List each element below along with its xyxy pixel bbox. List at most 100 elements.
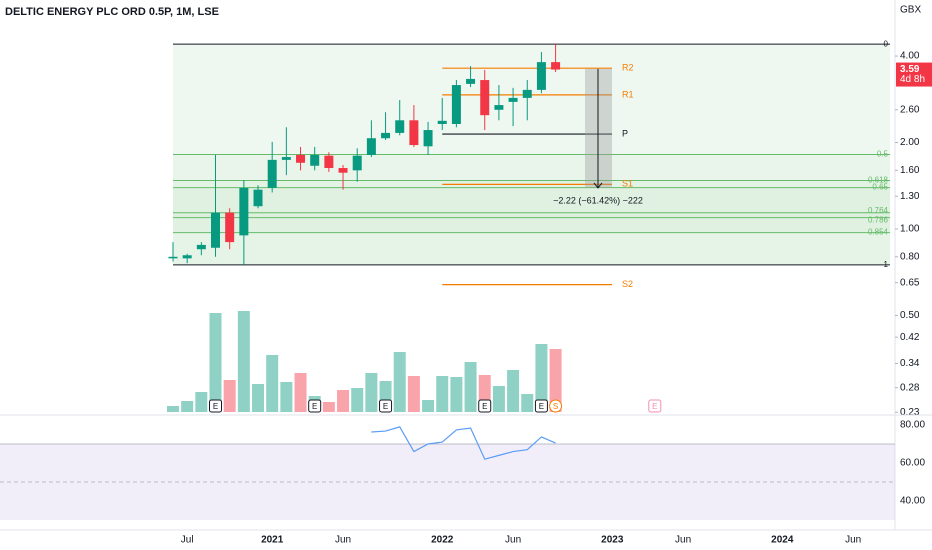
volume-bar xyxy=(521,394,534,412)
chart-title: DELTIC ENERGY PLC ORD 0.5P, 1M, LSE xyxy=(5,6,219,18)
rsi-line xyxy=(371,426,556,460)
measure-arrowhead xyxy=(593,182,603,189)
x-tick-label: 2024 xyxy=(771,535,794,546)
event-label: E xyxy=(539,402,544,411)
event-label: S xyxy=(553,402,558,411)
y-tick-label: 1.60 xyxy=(900,165,920,176)
event-marker xyxy=(209,399,223,413)
candle-body xyxy=(395,120,405,133)
x-tick-label: Jun xyxy=(335,535,351,546)
x-tick-label: Jul xyxy=(181,535,194,546)
y-tick-label: 0.34 xyxy=(900,358,920,369)
candle-body xyxy=(480,80,490,116)
volume-bar xyxy=(507,370,520,412)
currency: GBX xyxy=(900,5,921,16)
x-tick-label: 2023 xyxy=(601,535,624,546)
y-tick-label: 0.28 xyxy=(900,382,920,393)
fib-zone xyxy=(173,217,890,233)
fib-label: 0.618 xyxy=(868,176,889,185)
measure-label: −2.22 (−61.42%) −222 xyxy=(553,195,643,205)
event-label: E xyxy=(213,402,218,411)
candle-body xyxy=(182,255,192,259)
event-marker xyxy=(534,399,548,413)
volume-bar xyxy=(450,377,463,412)
pivot-label: S2 xyxy=(622,279,633,289)
volume-bar xyxy=(393,352,406,412)
x-tick-label: Jun xyxy=(505,535,521,546)
pivot-label: R1 xyxy=(622,89,634,99)
fib-zone xyxy=(173,154,890,181)
volume-bar xyxy=(280,382,293,412)
x-tick-label: 2022 xyxy=(431,535,454,546)
x-tick-label: 2021 xyxy=(261,535,284,546)
volume-bar xyxy=(294,373,307,412)
volume-bar xyxy=(535,344,548,412)
event-marker xyxy=(549,399,563,413)
rsi-tick-label: 60.00 xyxy=(900,458,925,469)
volume-bar xyxy=(223,380,236,412)
y-tick-label: 0.50 xyxy=(900,310,920,321)
volume-bar xyxy=(322,402,335,412)
y-tick-label: 2.60 xyxy=(900,104,920,115)
candle-body xyxy=(536,62,546,90)
volume-bar xyxy=(167,406,179,412)
fib-label: 0 xyxy=(884,39,889,48)
candle-body xyxy=(225,212,235,243)
volume-bar xyxy=(209,313,222,412)
volume-bar xyxy=(252,384,265,412)
event-label: E xyxy=(652,402,657,411)
candle-body xyxy=(366,138,376,155)
volume-bar xyxy=(436,376,449,412)
candle-body xyxy=(324,155,334,169)
y-tick-label: 2.00 xyxy=(900,137,920,148)
volume-bar xyxy=(337,390,350,412)
fib-label: 0.786 xyxy=(868,216,889,225)
event-marker xyxy=(648,399,662,413)
volume-bar xyxy=(181,401,194,412)
countdown: 4d 8h xyxy=(900,74,925,85)
fib-label: 0.854 xyxy=(868,228,889,237)
volume-bar xyxy=(365,373,378,412)
x-tick-label: Jun xyxy=(845,535,861,546)
fib-zone xyxy=(173,212,890,218)
candle-body xyxy=(551,62,561,70)
event-marker xyxy=(379,399,393,413)
y-tick-label: 1.00 xyxy=(900,224,920,235)
candle-body xyxy=(253,189,263,207)
rsi-tick-label: 40.00 xyxy=(900,496,925,507)
fib-zone xyxy=(173,187,890,213)
candle-body xyxy=(168,256,178,259)
candle-body xyxy=(494,105,504,110)
volume-bar xyxy=(422,400,435,412)
candle-body xyxy=(239,187,249,236)
volume-bar xyxy=(407,376,420,412)
event-label: E xyxy=(383,402,388,411)
candle-body xyxy=(352,155,362,171)
candle-body xyxy=(281,157,291,160)
volume-bar xyxy=(549,349,562,412)
event-label: E xyxy=(312,402,317,411)
fib-zone xyxy=(173,232,890,265)
volume-bar xyxy=(351,388,364,412)
x-tick-label: Jun xyxy=(675,535,691,546)
volume-bar xyxy=(492,386,505,412)
fib-zone xyxy=(173,44,890,155)
candle-body xyxy=(381,132,391,139)
fib-label: 0.65 xyxy=(872,183,888,192)
y-tick-label: 0.65 xyxy=(900,277,920,288)
candle-body xyxy=(310,154,320,166)
event-label: E xyxy=(482,402,487,411)
y-tick-label: 1.30 xyxy=(900,191,920,202)
candle-body xyxy=(508,97,518,102)
candle-body xyxy=(466,78,476,84)
y-tick-label: 0.23 xyxy=(900,407,920,418)
pivot-label: P xyxy=(622,128,628,138)
y-tick-label: 0.42 xyxy=(900,332,920,343)
candle-body xyxy=(423,130,433,147)
pivot-label: S1 xyxy=(622,179,633,189)
volume-bar xyxy=(464,362,477,412)
fib-label: 1 xyxy=(884,260,889,269)
rsi-tick-label: 80.00 xyxy=(900,420,925,431)
